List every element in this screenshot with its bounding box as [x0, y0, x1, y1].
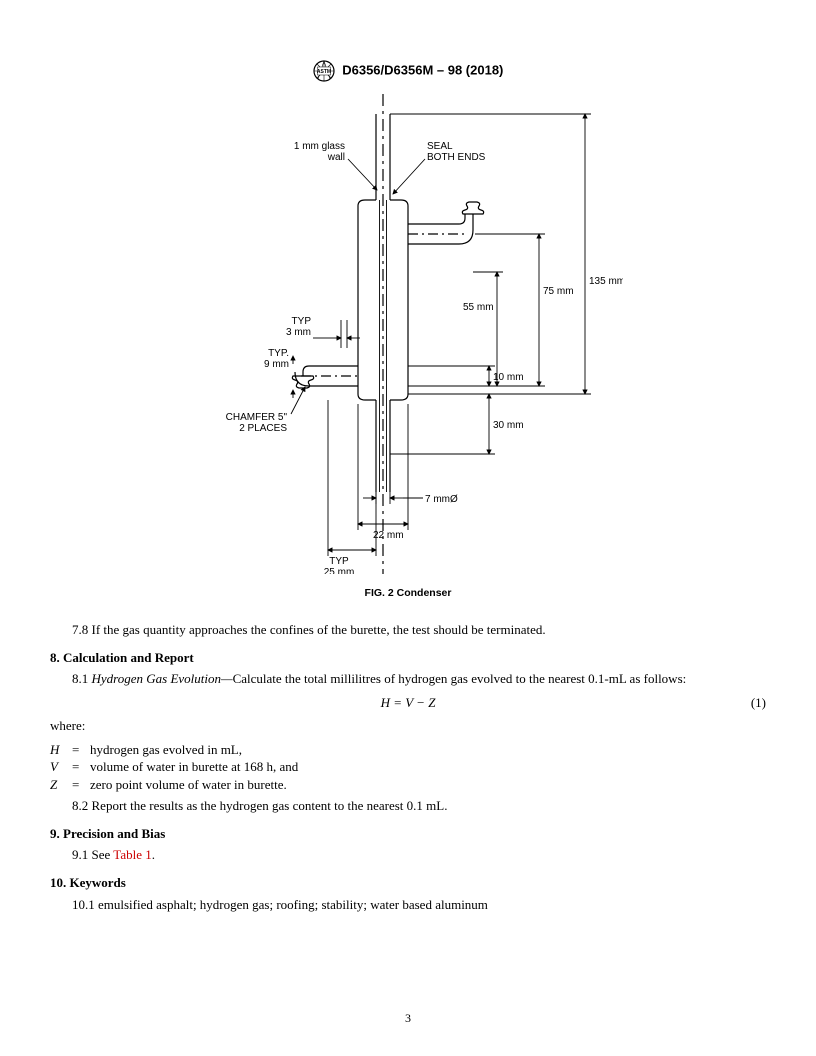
eq-num: (1) — [751, 694, 766, 712]
svg-text:SEALBOTH ENDS: SEALBOTH ENDS — [427, 141, 486, 163]
equation-1: H = V − Z (1) — [50, 694, 766, 712]
where-label: where: — [50, 717, 766, 735]
figure-condenser: 1 mm glasswall SEALBOTH ENDS 135 mm 75 m… — [193, 94, 623, 579]
svg-text:135 mm: 135 mm — [589, 276, 623, 287]
def-row: V=volume of water in burette at 168 h, a… — [50, 758, 766, 776]
svg-text:7 mmØ: 7 mmØ — [425, 494, 458, 505]
astm-logo-icon: ASTM — [313, 60, 335, 82]
para-7-8: 7.8 If the gas quantity approaches the c… — [50, 621, 766, 639]
svg-text:55 mm: 55 mm — [463, 302, 494, 313]
page-header: ASTM D6356/D6356M – 98 (2018) — [50, 60, 766, 82]
condenser-svg: 1 mm glasswall SEALBOTH ENDS 135 mm 75 m… — [193, 94, 623, 574]
svg-text:30 mm: 30 mm — [493, 420, 524, 431]
body: 7.8 If the gas quantity approaches the c… — [50, 621, 766, 913]
svg-text:1 mm glasswall: 1 mm glasswall — [294, 141, 345, 163]
p81-rest: Calculate the total millilitres of hydro… — [233, 671, 687, 686]
designation: D6356/D6356M – 98 (2018) — [342, 62, 503, 77]
p81-num: 8.1 — [72, 671, 92, 686]
p91-end: . — [152, 847, 155, 862]
svg-text:75 mm: 75 mm — [543, 286, 574, 297]
def-row: Z=zero point volume of water in burette. — [50, 776, 766, 794]
figure-caption: FIG. 2 Condenser — [50, 587, 766, 599]
para-10-1: 10.1 emulsified asphalt; hydrogen gas; r… — [50, 896, 766, 914]
p91-lead: 9.1 See — [72, 847, 113, 862]
para-8-1: 8.1 Hydrogen Gas Evolution—Calculate the… — [50, 670, 766, 688]
para-8-2: 8.2 Report the results as the hydrogen g… — [50, 797, 766, 815]
page-number: 3 — [0, 1011, 816, 1026]
svg-text:CHAMFER 5"2 PLACES: CHAMFER 5"2 PLACES — [226, 412, 288, 434]
heading-9: 9. Precision and Bias — [50, 825, 766, 843]
svg-text:22 mm: 22 mm — [373, 530, 404, 541]
svg-text:10 mm: 10 mm — [493, 372, 524, 383]
heading-8: 8. Calculation and Report — [50, 649, 766, 667]
svg-text:TYP3 mm: TYP3 mm — [286, 316, 311, 338]
eq-body: H = V − Z — [381, 695, 436, 710]
svg-text:TYP25 mm: TYP25 mm — [324, 556, 355, 574]
svg-text:ASTM: ASTM — [317, 69, 331, 75]
svg-text:TYP.9 mm: TYP.9 mm — [264, 348, 289, 370]
definitions: H=hydrogen gas evolved in mL, V=volume o… — [50, 741, 766, 794]
table1-link[interactable]: Table 1 — [113, 847, 151, 862]
def-row: H=hydrogen gas evolved in mL, — [50, 741, 766, 759]
p81-ital: Hydrogen Gas Evolution— — [92, 671, 233, 686]
para-9-1: 9.1 See Table 1. — [50, 846, 766, 864]
heading-10: 10. Keywords — [50, 874, 766, 892]
